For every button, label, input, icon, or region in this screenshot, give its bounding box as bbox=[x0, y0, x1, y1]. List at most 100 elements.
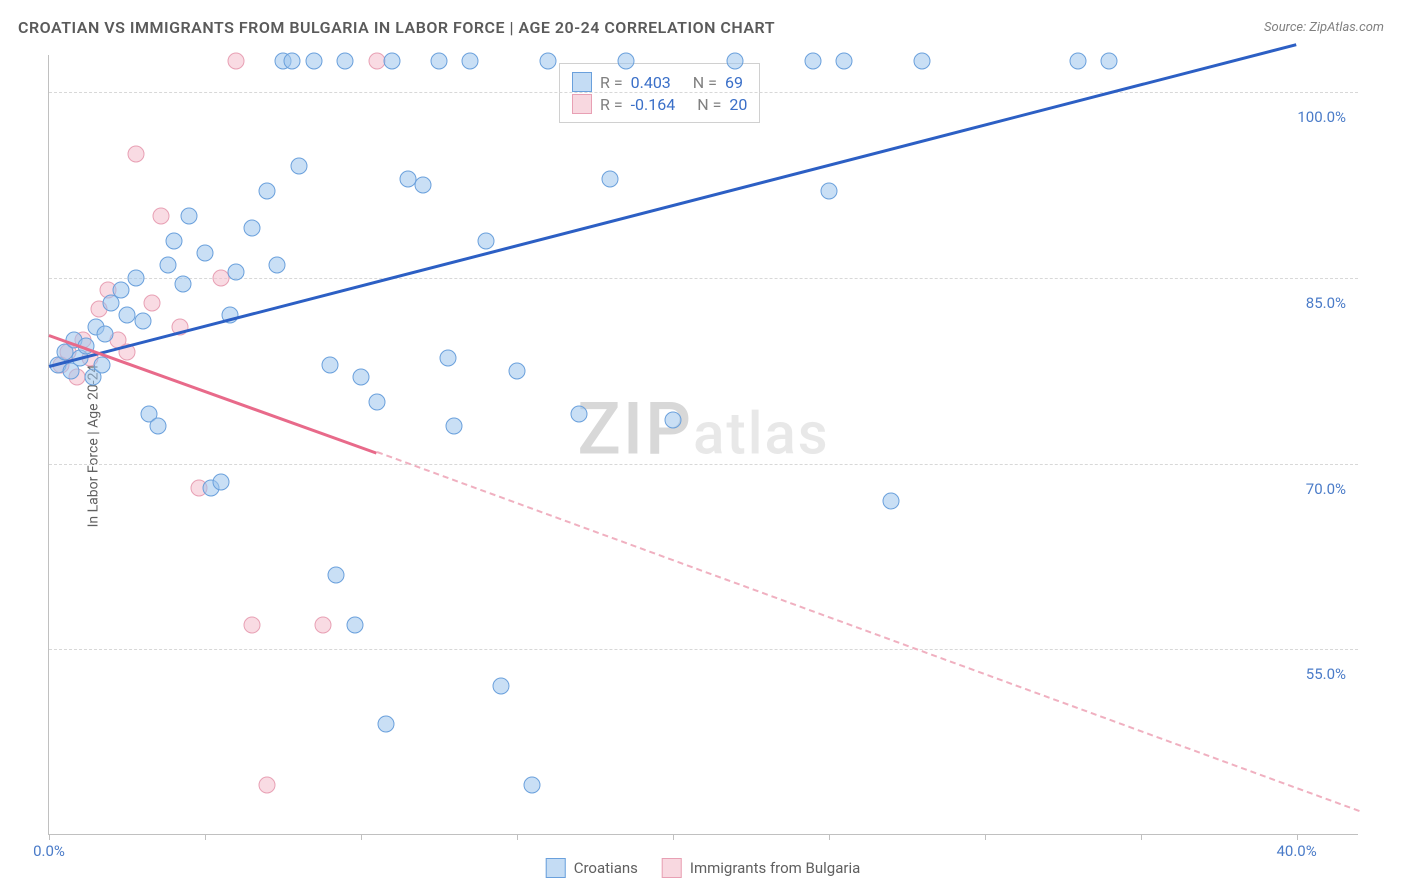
data-point bbox=[540, 53, 557, 70]
data-point bbox=[134, 313, 151, 330]
data-point bbox=[243, 220, 260, 237]
data-point bbox=[284, 53, 301, 70]
data-point bbox=[346, 616, 363, 633]
watermark: ZIPatlas bbox=[577, 386, 829, 471]
xtick bbox=[829, 834, 830, 840]
legend-label: Croatians bbox=[574, 859, 638, 877]
data-point bbox=[268, 257, 285, 274]
data-point bbox=[118, 307, 135, 324]
data-point bbox=[128, 146, 145, 163]
legend-row: R =0.403N =69 bbox=[572, 72, 747, 92]
data-point bbox=[368, 53, 385, 70]
gridline bbox=[49, 649, 1358, 650]
data-point bbox=[290, 158, 307, 175]
data-point bbox=[181, 207, 198, 224]
chart-container: CROATIAN VS IMMIGRANTS FROM BULGARIA IN … bbox=[0, 0, 1406, 892]
xtick bbox=[361, 834, 362, 840]
n-value: 20 bbox=[729, 95, 747, 114]
data-point bbox=[618, 53, 635, 70]
data-point bbox=[664, 412, 681, 429]
legend-swatch bbox=[546, 858, 566, 878]
data-point bbox=[150, 418, 167, 435]
data-point bbox=[571, 406, 588, 423]
legend-item: Croatians bbox=[546, 858, 638, 878]
trend-line bbox=[49, 334, 377, 454]
r-label: R = bbox=[600, 95, 623, 114]
data-point bbox=[524, 777, 541, 794]
data-point bbox=[727, 53, 744, 70]
data-point bbox=[259, 183, 276, 200]
plot-area: ZIPatlas R =0.403N =69R =-0.164N =20 55.… bbox=[48, 55, 1358, 835]
data-point bbox=[243, 616, 260, 633]
gridline bbox=[49, 278, 1358, 279]
xtick bbox=[1297, 834, 1298, 840]
data-point bbox=[368, 393, 385, 410]
gridline bbox=[49, 464, 1358, 465]
data-point bbox=[836, 53, 853, 70]
n-label: N = bbox=[697, 95, 721, 114]
ytick-label: 55.0% bbox=[1306, 665, 1346, 683]
data-point bbox=[315, 616, 332, 633]
r-label: R = bbox=[600, 73, 623, 92]
ytick-label: 85.0% bbox=[1306, 294, 1346, 312]
data-point bbox=[805, 53, 822, 70]
data-point bbox=[384, 53, 401, 70]
data-point bbox=[1101, 53, 1118, 70]
data-point bbox=[212, 474, 229, 491]
source-label: Source: ZipAtlas.com bbox=[1264, 20, 1384, 35]
xtick bbox=[517, 834, 518, 840]
xtick bbox=[1141, 834, 1142, 840]
legend-label: Immigrants from Bulgaria bbox=[690, 859, 860, 877]
data-point bbox=[327, 567, 344, 584]
data-point bbox=[446, 418, 463, 435]
data-point bbox=[159, 257, 176, 274]
data-point bbox=[477, 232, 494, 249]
data-point bbox=[493, 678, 510, 695]
data-point bbox=[337, 53, 354, 70]
data-point bbox=[306, 53, 323, 70]
data-point bbox=[914, 53, 931, 70]
data-point bbox=[602, 170, 619, 187]
data-point bbox=[462, 53, 479, 70]
data-point bbox=[820, 183, 837, 200]
data-point bbox=[1070, 53, 1087, 70]
ytick-label: 70.0% bbox=[1306, 480, 1346, 498]
data-point bbox=[883, 492, 900, 509]
n-label: N = bbox=[693, 73, 717, 92]
data-point bbox=[153, 207, 170, 224]
r-value: -0.164 bbox=[631, 95, 676, 114]
legend-swatch bbox=[572, 94, 592, 114]
data-point bbox=[112, 282, 129, 299]
data-point bbox=[228, 263, 245, 280]
chart-title: CROATIAN VS IMMIGRANTS FROM BULGARIA IN … bbox=[18, 18, 775, 37]
data-point bbox=[143, 294, 160, 311]
data-point bbox=[259, 777, 276, 794]
data-point bbox=[212, 269, 229, 286]
series-legend: Croatians Immigrants from Bulgaria bbox=[546, 858, 861, 878]
data-point bbox=[165, 232, 182, 249]
data-point bbox=[415, 177, 432, 194]
data-point bbox=[321, 356, 338, 373]
data-point bbox=[430, 53, 447, 70]
ytick-label: 100.0% bbox=[1297, 108, 1346, 126]
xtick bbox=[49, 834, 50, 840]
legend-swatch bbox=[662, 858, 682, 878]
r-value: 0.403 bbox=[631, 73, 671, 92]
xtick-label: 0.0% bbox=[33, 842, 65, 860]
xtick bbox=[205, 834, 206, 840]
data-point bbox=[377, 715, 394, 732]
legend-item: Immigrants from Bulgaria bbox=[662, 858, 860, 878]
data-point bbox=[228, 53, 245, 70]
data-point bbox=[175, 276, 192, 293]
data-point bbox=[97, 325, 114, 342]
xtick bbox=[985, 834, 986, 840]
data-point bbox=[352, 368, 369, 385]
xtick bbox=[673, 834, 674, 840]
xtick-label: 40.0% bbox=[1276, 842, 1316, 860]
trend-line bbox=[376, 451, 1359, 812]
data-point bbox=[440, 350, 457, 367]
gridline bbox=[49, 92, 1358, 93]
data-point bbox=[128, 269, 145, 286]
data-point bbox=[399, 170, 416, 187]
legend-swatch bbox=[572, 72, 592, 92]
